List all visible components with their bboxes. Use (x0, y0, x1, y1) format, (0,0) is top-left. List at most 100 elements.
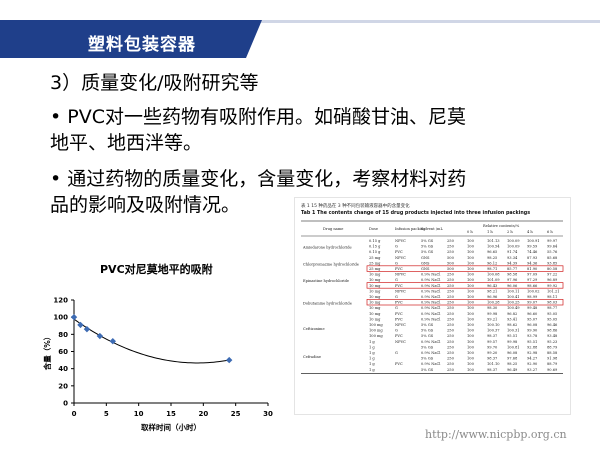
cell-value: 96.06 (507, 284, 518, 288)
cell-value: 94.27 (527, 357, 538, 361)
cell-value: 101.21 (547, 289, 560, 293)
x-tick-label: 20 (198, 410, 208, 418)
cell-solvent: 5% GS (421, 368, 434, 372)
x-axis-label: 取样时间（小时） (141, 422, 201, 432)
cell-dose: 1 g (369, 362, 375, 366)
cell-dose: 1 g (369, 357, 375, 361)
cell-value: 100.02 (527, 289, 540, 293)
cell-solvent: GNS (421, 267, 430, 271)
cell-solvent: 5% GS (421, 250, 434, 254)
table-caption-cn: 表 1 15 种药品在 3 种不同包装输液容器中的含量变化 (301, 204, 410, 209)
cell-value: 100.11 (507, 289, 520, 293)
x-tick-label: 5 (104, 410, 109, 418)
cell-value: 99.92 (547, 284, 557, 288)
cell-value: 88.58 (547, 351, 558, 355)
cell-packing: NPVC (395, 340, 406, 344)
cell-value: 98.99 (527, 295, 538, 299)
cell-solvent: 0.9% NaCl (421, 289, 441, 293)
source-url: http://www.nicpbp.org.cn (425, 428, 567, 441)
cell-volume: 250 (447, 306, 455, 310)
cell-value: 100 (467, 362, 475, 366)
cell-value: 97.68 (507, 357, 518, 361)
y-axis-label: 含量（%） (42, 333, 52, 371)
cell-value: 99.70 (487, 345, 498, 349)
cell-value: 98.30 (487, 306, 498, 310)
cell-solvent: 5% GS (421, 239, 434, 243)
cell-solvent: 5% GS (421, 245, 434, 249)
cell-value: 81.90 (527, 267, 538, 271)
cell-volume: 250 (447, 239, 455, 243)
cell-value: 96.60 (527, 312, 538, 316)
cell-packing: PVC (395, 362, 403, 366)
cell-value: 100 (467, 351, 475, 355)
cell-value: 100 (467, 289, 475, 293)
data-point (226, 356, 233, 364)
cell-value: 96.65 (487, 250, 498, 254)
cell-value: 101.09 (487, 278, 500, 282)
banner-left-block (0, 20, 72, 58)
cell-dose: 1 g (369, 340, 375, 344)
y-tick-label: 60 (58, 348, 68, 356)
cell-value: 98.25 (507, 362, 518, 366)
cell-solvent: 0.9% NaCl (421, 301, 441, 305)
cell-dose: 1 g (369, 345, 375, 349)
cell-value: 100 (467, 368, 475, 372)
cell-solvent: 0.9% NaCl (421, 273, 441, 277)
cell-value: 100.49 (507, 306, 520, 310)
cell-packing: G (395, 351, 398, 355)
cell-volume: 250 (447, 357, 455, 361)
cell-value: 98.11 (547, 295, 557, 299)
cell-value: 100.41 (507, 295, 520, 299)
bullet-pvc-adsorption: • PVC对一些药物有吸附作用。如硝酸甘油、尼莫 (50, 106, 466, 128)
cell-solvent: 0.9% NaCl (421, 295, 441, 299)
cell-value: 74.46 (527, 250, 538, 254)
cell-packing: PVC (395, 317, 403, 321)
cell-value: 99.64 (547, 245, 558, 249)
cell-packing: NPVC (395, 273, 406, 277)
cell-value: 99.48 (527, 306, 538, 310)
cell-value: 55.76 (547, 250, 558, 254)
cell-solvent: 5% GS (421, 357, 434, 361)
cell-value: 100.09 (507, 245, 520, 249)
cell-volume: 250 (447, 317, 455, 321)
slide-title: 塑料包装容器 (88, 35, 196, 55)
cell-solvent: 0.9% NaCl (421, 317, 441, 321)
cell-packing: PVC (395, 250, 403, 254)
trendline (73, 318, 230, 364)
cell-value: 100 (467, 334, 475, 338)
cell-solvent: 0.9% NaCl (421, 278, 441, 282)
cell-value: 98.66 (527, 284, 538, 288)
cell-value: 92.88 (527, 345, 538, 349)
cell-value: 98.86 (547, 329, 558, 333)
cell-value: 95.23 (547, 340, 558, 344)
cell-volume: 250 (447, 340, 455, 344)
data-point (96, 332, 104, 340)
cell-value: 85.77 (507, 267, 518, 271)
cell-dose: 0.15 g (369, 239, 381, 243)
x-tick-label: 30 (263, 410, 273, 418)
cell-value: 100.37 (487, 329, 500, 333)
cell-volume: 500 (447, 267, 455, 271)
header-time: 4 h (527, 230, 533, 234)
header-time: 1 h (487, 230, 493, 234)
cell-value: 100 (467, 295, 475, 299)
header-time: 0 h (467, 230, 473, 234)
cell-volume: 250 (447, 351, 455, 355)
cell-volume: 250 (447, 289, 455, 293)
cell-drug: Epinastine hydrochloride (303, 279, 349, 283)
cell-packing: G (395, 295, 398, 299)
cell-dose: 25 mg (369, 256, 381, 260)
cell-value: 91.98 (547, 357, 558, 361)
heading-quality-change: 3）质量变化/吸附研究等 (50, 72, 259, 94)
cell-solvent: 0.9% NaCl (421, 312, 441, 316)
cell-value: 98.03 (547, 301, 558, 305)
cell-value: 100 (467, 323, 475, 327)
cell-value: 100 (467, 273, 475, 277)
cell-value: 100.81 (507, 345, 520, 349)
cell-value: 98.37 (487, 357, 498, 361)
cell-value: 100 (467, 278, 475, 282)
cell-volume: 250 (447, 273, 455, 277)
cell-dose: 25 mg (369, 261, 381, 265)
cell-value: 100 (467, 284, 475, 288)
